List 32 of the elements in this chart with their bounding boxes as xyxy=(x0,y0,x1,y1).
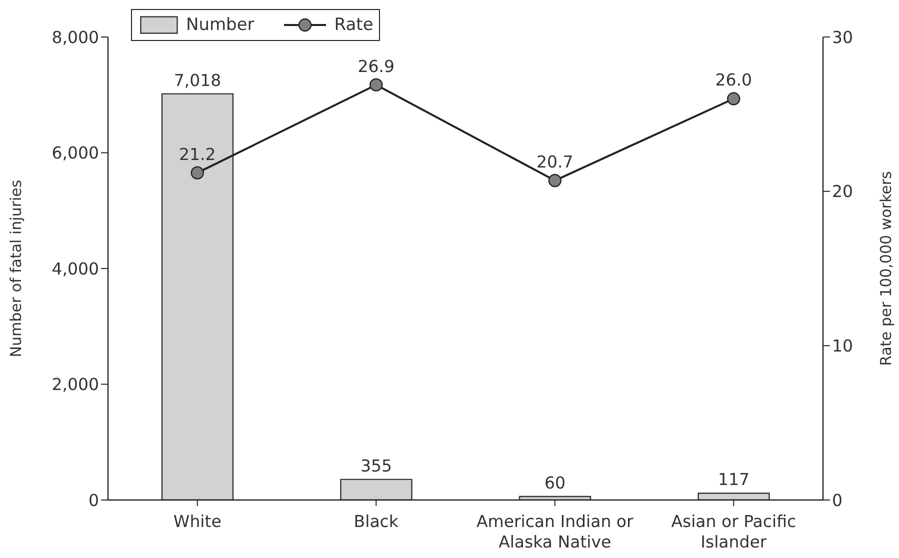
data-label: 26.0 xyxy=(715,70,752,90)
x-tick-label: American Indian or Alaska Native xyxy=(476,512,634,552)
data-label: 20.7 xyxy=(536,152,574,172)
y-tick-label: 0 xyxy=(88,490,99,510)
y2-tick-label: 10 xyxy=(832,336,853,356)
legend-label: Rate xyxy=(334,14,374,37)
y-tick-label: 6,000 xyxy=(52,144,99,163)
data-label: 117 xyxy=(718,470,750,490)
y-tick-label: 4,000 xyxy=(52,259,99,278)
bar xyxy=(340,478,412,500)
point xyxy=(370,78,383,92)
y-axis-title: Number of fatal injuries xyxy=(7,180,25,358)
y2-tick-label: 20 xyxy=(832,182,853,202)
x-tick-label: Black xyxy=(354,512,399,531)
y2-tick-label: 30 xyxy=(832,28,853,47)
y2-tick-label: 0 xyxy=(832,490,842,510)
data-label: 7,018 xyxy=(174,70,222,90)
point xyxy=(190,166,204,180)
bar xyxy=(161,93,234,500)
data-label: 60 xyxy=(544,474,566,493)
point xyxy=(727,92,740,106)
data-label: 355 xyxy=(360,456,392,476)
x-tick-label: Asian or Pacific Islander xyxy=(671,512,796,552)
x-tick-label: White xyxy=(173,512,222,531)
y2-axis-title: Rate per 100,000 workers xyxy=(877,171,895,366)
point xyxy=(548,174,562,188)
bar xyxy=(698,492,770,500)
y-tick-label: 2,000 xyxy=(52,375,99,394)
legend-label: Number xyxy=(186,14,254,37)
y-tick-label: 8,000 xyxy=(52,28,99,47)
data-label: 26.9 xyxy=(358,56,394,76)
data-label: 21.2 xyxy=(179,144,216,164)
